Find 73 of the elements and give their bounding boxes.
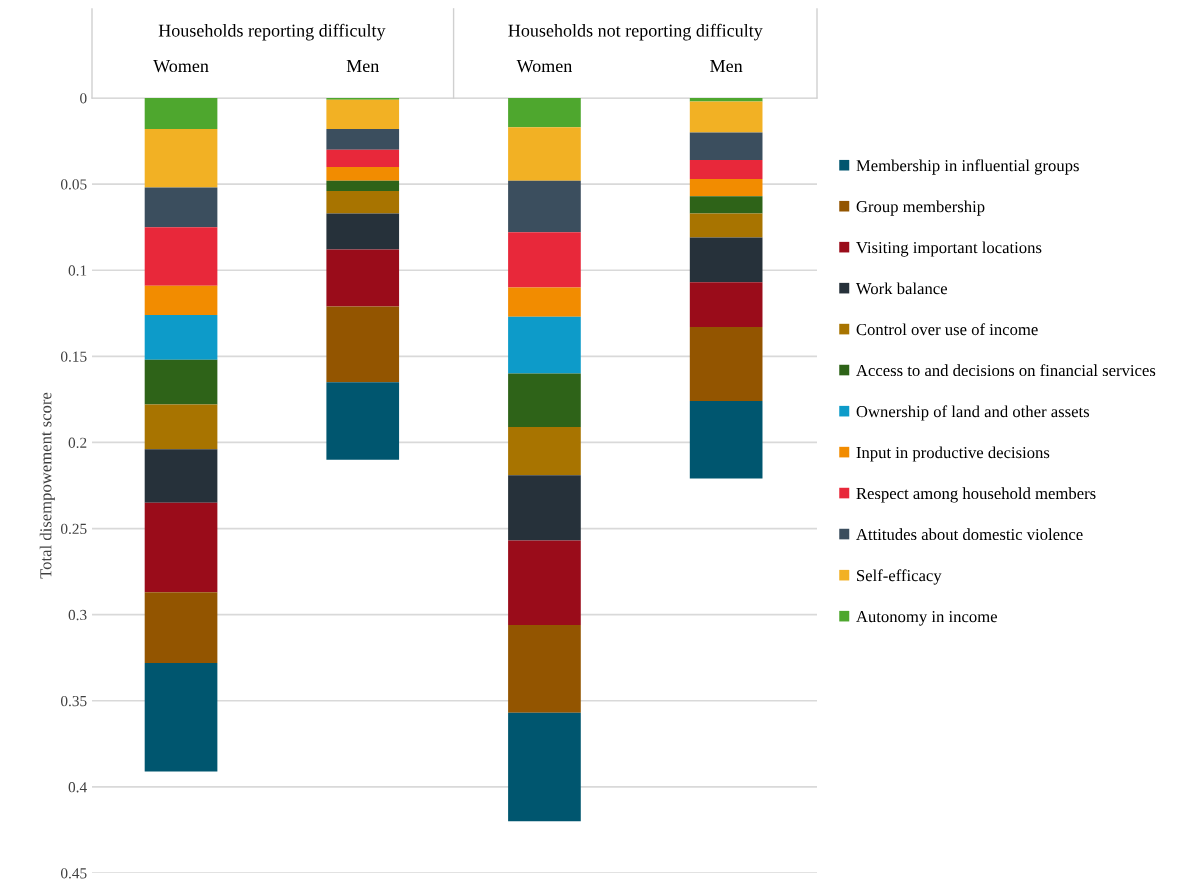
bar bbox=[144, 315, 218, 360]
legend-label: Autonomy in income bbox=[856, 611, 997, 626]
bar bbox=[508, 373, 581, 427]
bar bbox=[508, 287, 581, 317]
x-tick-label: Men bbox=[346, 60, 380, 73]
y-tick-label: 0.45 bbox=[60, 868, 87, 879]
y-tick-label: 0.3 bbox=[68, 609, 87, 621]
bar bbox=[508, 127, 581, 181]
bar bbox=[689, 213, 763, 238]
bar bbox=[326, 129, 400, 150]
legend-label: Control over use of income bbox=[856, 323, 1038, 336]
bar bbox=[689, 101, 763, 133]
bar bbox=[508, 475, 581, 541]
bar bbox=[326, 382, 400, 460]
y-tick-label: 0 bbox=[80, 93, 87, 104]
bar bbox=[508, 712, 581, 822]
text: Households not reporting difficulty bbox=[508, 23, 763, 41]
legend-label: Attitudes about domestic violence bbox=[856, 528, 1083, 541]
bar bbox=[689, 196, 763, 214]
legend-label: Membership in influential groups bbox=[856, 159, 1079, 175]
bar bbox=[689, 401, 763, 479]
y-tick-label: 0.15 bbox=[60, 351, 87, 362]
bar bbox=[508, 625, 581, 713]
bar bbox=[326, 149, 400, 167]
text: Households reporting difficulty bbox=[158, 23, 386, 41]
bar bbox=[508, 232, 581, 288]
bar bbox=[144, 502, 218, 593]
legend-label: Respect among household members bbox=[856, 487, 1096, 503]
bar bbox=[144, 592, 218, 663]
legend-label: Input in productive decisions bbox=[856, 446, 1050, 462]
y-tick-label: 0.4 bbox=[68, 782, 87, 793]
bar bbox=[144, 187, 218, 228]
bar bbox=[144, 359, 218, 405]
bar bbox=[508, 540, 581, 625]
bar bbox=[508, 316, 581, 374]
bar bbox=[144, 129, 218, 188]
bar bbox=[326, 306, 400, 383]
bar bbox=[508, 98, 581, 128]
bar bbox=[689, 132, 763, 160]
legend-label: Ownership of land and other assets bbox=[856, 405, 1090, 421]
y-tick-label: 0.2 bbox=[68, 437, 87, 448]
legend-label: Work balance bbox=[855, 282, 948, 295]
bar bbox=[326, 180, 400, 191]
y-tick-label: 0.25 bbox=[60, 523, 87, 535]
bar bbox=[326, 166, 400, 181]
bar bbox=[689, 178, 763, 197]
bar bbox=[326, 213, 400, 250]
legend-label: Visiting important locations bbox=[856, 241, 1042, 257]
bar bbox=[144, 449, 218, 503]
bar bbox=[508, 426, 581, 476]
bar bbox=[326, 99, 400, 129]
bar bbox=[326, 249, 400, 307]
bar bbox=[144, 404, 218, 450]
y-axis-title: Total disempowement score bbox=[39, 392, 55, 579]
bar bbox=[326, 191, 400, 214]
bar bbox=[144, 227, 218, 286]
legend-label: Access to and decisions on financial services bbox=[856, 364, 1156, 377]
bar bbox=[689, 237, 763, 283]
legend-label: Self-efficacy bbox=[857, 569, 942, 585]
bar bbox=[689, 160, 763, 179]
bar bbox=[689, 327, 763, 402]
x-tick-label: Women bbox=[516, 60, 573, 73]
y-tick-label: 0.35 bbox=[60, 695, 87, 707]
x-tick-label: Men bbox=[710, 60, 743, 73]
bar bbox=[144, 98, 218, 129]
bar bbox=[508, 180, 581, 233]
y-tick-label: 0.1 bbox=[68, 265, 87, 276]
bar bbox=[144, 285, 218, 315]
bar bbox=[689, 282, 763, 328]
bar bbox=[144, 662, 218, 772]
y-tick-label: 0.05 bbox=[60, 179, 87, 190]
x-tick-label: Women bbox=[153, 60, 209, 73]
legend-label: Group membership bbox=[856, 200, 985, 216]
